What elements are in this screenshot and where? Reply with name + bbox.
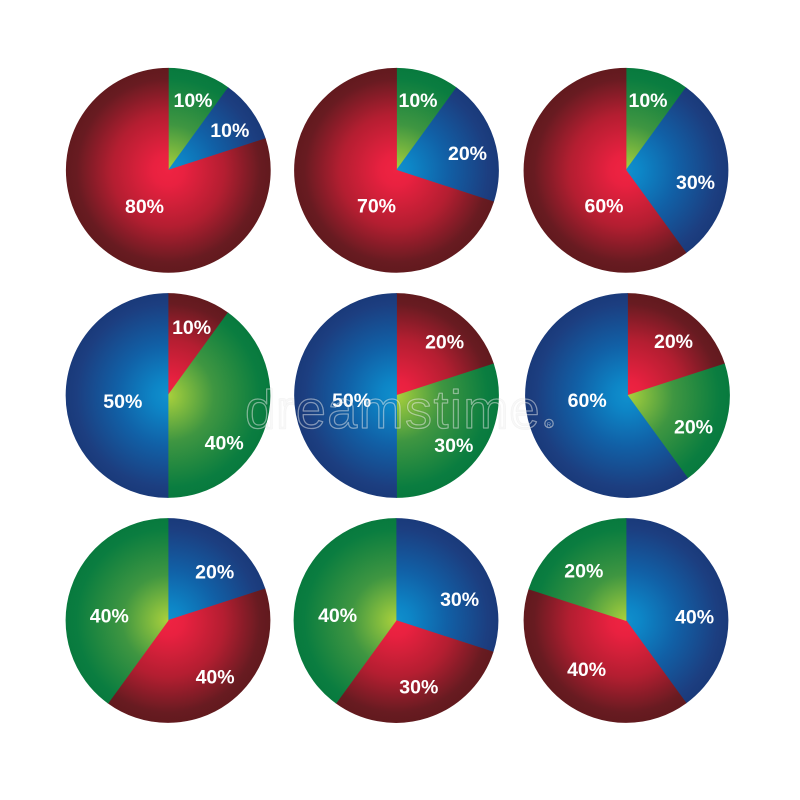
svg-text:10%: 10% bbox=[628, 90, 667, 112]
svg-text:60%: 60% bbox=[568, 390, 607, 412]
svg-text:20%: 20% bbox=[448, 143, 487, 165]
svg-text:40%: 40% bbox=[196, 666, 235, 688]
svg-text:60%: 60% bbox=[584, 196, 623, 218]
svg-text:10%: 10% bbox=[173, 90, 212, 112]
svg-text:dreamstime: dreamstime bbox=[245, 380, 541, 440]
svg-text:20%: 20% bbox=[564, 560, 603, 582]
svg-text:20%: 20% bbox=[654, 331, 693, 353]
svg-text:40%: 40% bbox=[567, 659, 606, 681]
svg-text:40%: 40% bbox=[318, 605, 357, 627]
svg-text:dreamstime: dreamstime bbox=[245, 380, 541, 440]
svg-text:30%: 30% bbox=[434, 435, 473, 457]
svg-text:70%: 70% bbox=[357, 196, 396, 218]
svg-text:20%: 20% bbox=[674, 416, 713, 438]
svg-text:30%: 30% bbox=[440, 589, 479, 611]
svg-text:40%: 40% bbox=[205, 432, 244, 454]
svg-text:50%: 50% bbox=[332, 390, 371, 412]
svg-text:80%: 80% bbox=[125, 196, 164, 218]
svg-text:30%: 30% bbox=[676, 172, 715, 194]
svg-text:10%: 10% bbox=[398, 90, 437, 112]
svg-text:10%: 10% bbox=[210, 120, 249, 142]
svg-text:20%: 20% bbox=[425, 332, 464, 354]
svg-text:50%: 50% bbox=[103, 391, 142, 413]
svg-text:10%: 10% bbox=[172, 317, 211, 339]
svg-text:40%: 40% bbox=[90, 605, 129, 627]
svg-text:R: R bbox=[547, 423, 551, 429]
svg-text:20%: 20% bbox=[195, 561, 234, 583]
svg-text:30%: 30% bbox=[399, 677, 438, 699]
svg-text:40%: 40% bbox=[675, 606, 714, 628]
